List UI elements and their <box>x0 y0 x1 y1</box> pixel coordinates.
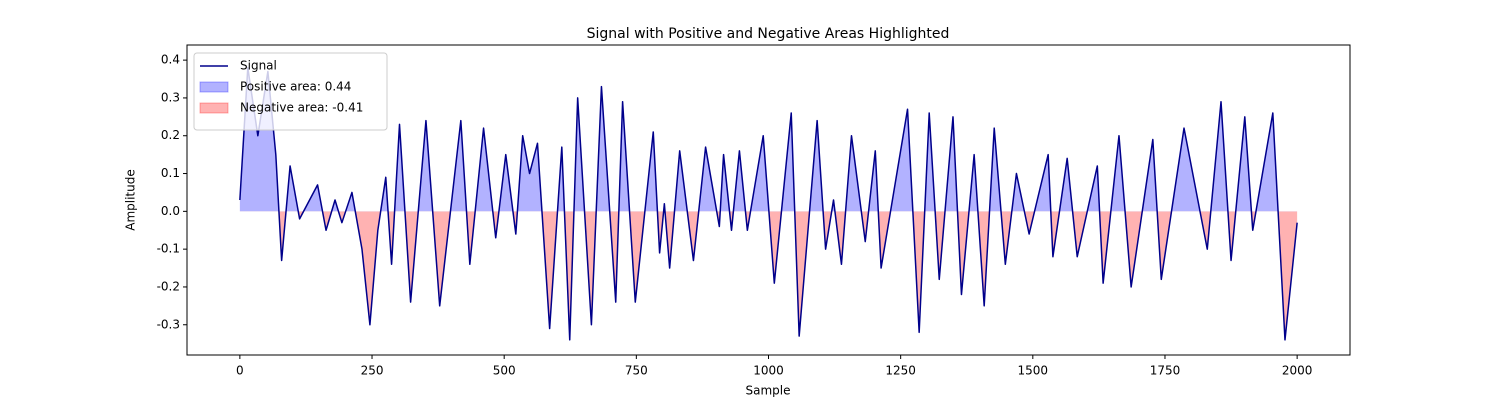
y-tick-label: -0.3 <box>157 317 180 331</box>
legend-box <box>193 52 388 131</box>
y-tick-label: 0.2 <box>161 128 180 142</box>
legend-label: Negative area: -0.41 <box>240 101 363 115</box>
chart-title: Signal with Positive and Negative Areas … <box>587 26 950 42</box>
plot-frame <box>186 44 1351 356</box>
y-tick-label: 0.0 <box>161 204 180 218</box>
x-tick-label: 1250 <box>885 364 916 378</box>
x-tick-label: 2000 <box>1282 364 1313 378</box>
x-tick-label: 1500 <box>1018 364 1049 378</box>
y-tick-label: 0.1 <box>161 166 180 180</box>
x-tick-label: 500 <box>493 364 516 378</box>
y-tick-label: 0.3 <box>161 90 180 104</box>
x-tick-label: 750 <box>625 364 648 378</box>
y-tick-label: -0.1 <box>157 242 180 256</box>
y-tick-label: -0.2 <box>157 279 180 293</box>
legend-label: Signal <box>240 59 277 73</box>
x-tick-label: 250 <box>361 364 384 378</box>
legend-label: Positive area: 0.44 <box>240 80 351 94</box>
x-tick-label: 1750 <box>1150 364 1181 378</box>
area-fill <box>239 67 1298 212</box>
y-axis-label: Amplitude <box>124 169 138 231</box>
x-tick-label: 0 <box>236 364 244 378</box>
x-axis-label: Sample <box>746 384 791 398</box>
y-tick-label: 0.4 <box>161 53 180 67</box>
legend-swatch <box>199 102 229 114</box>
x-tick-label: 1000 <box>753 364 784 378</box>
legend-swatch <box>199 81 229 93</box>
signal-line <box>239 66 1298 341</box>
